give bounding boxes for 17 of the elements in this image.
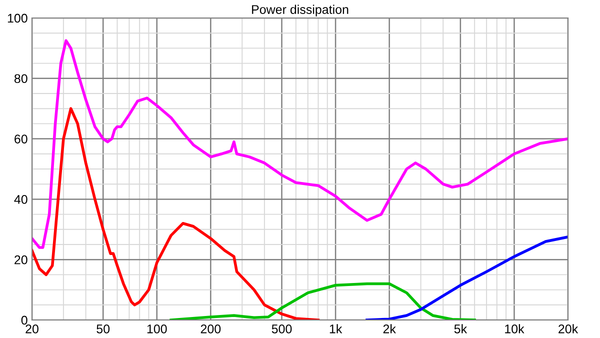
x-tick-label: 200 <box>200 324 221 334</box>
x-tick-label: 1k <box>330 324 342 334</box>
x-tick-label: 2k <box>383 324 396 334</box>
chart-title: Power dissipation <box>252 4 348 16</box>
x-tick-label: 20k <box>558 324 578 334</box>
x-tick-label: 10k <box>505 324 524 334</box>
y-tick-label: 100 <box>8 14 28 23</box>
x-tick-label: 5k <box>454 324 468 334</box>
y-tick-label: 0 <box>21 316 28 325</box>
x-tick-label: 20 <box>26 324 38 334</box>
x-tick-label: 500 <box>272 324 292 334</box>
x-tick-label: 50 <box>96 324 110 334</box>
y-tick-label: 40 <box>14 195 28 204</box>
y-tick-label: 80 <box>14 74 28 84</box>
y-tick-label: 60 <box>14 134 28 144</box>
x-tick-label: 100 <box>147 324 167 334</box>
y-tick-label: 20 <box>14 255 28 264</box>
